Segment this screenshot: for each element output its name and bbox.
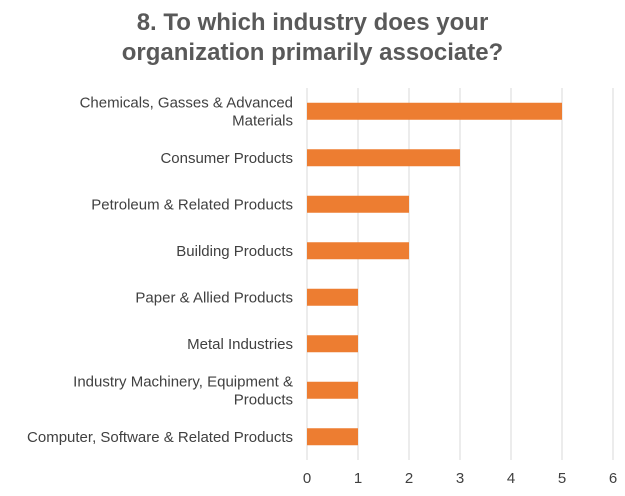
bar xyxy=(307,102,562,120)
category-label: Chemicals, Gasses & Advanced Materials xyxy=(80,94,293,129)
bar xyxy=(307,335,358,353)
category-label: Building Products xyxy=(176,243,293,260)
category-label: Metal Industries xyxy=(187,336,293,353)
x-tick-label: 0 xyxy=(303,470,311,487)
bar xyxy=(307,242,409,260)
bar xyxy=(307,195,409,213)
x-tick-label: 1 xyxy=(354,470,362,487)
x-tick-label: 3 xyxy=(456,470,464,487)
category-label: Paper & Allied Products xyxy=(135,289,293,306)
bar xyxy=(307,381,358,399)
category-label: Petroleum & Related Products xyxy=(91,196,293,213)
chart-title-line-2: organization primarily associate? xyxy=(121,39,504,66)
category-label: Industry Machinery, Equipment & Products xyxy=(73,373,293,408)
x-tick-label: 5 xyxy=(558,470,566,487)
category-label: Consumer Products xyxy=(160,150,293,167)
chart-title-line-1: 8. To which industry does your xyxy=(136,9,489,36)
bar xyxy=(307,428,358,446)
x-tick-label: 6 xyxy=(609,470,617,487)
bar xyxy=(307,288,358,306)
x-tick-label: 4 xyxy=(507,470,515,487)
chart-title: 8. To which industry does your organizat… xyxy=(0,8,625,68)
category-label: Computer, Software & Related Products xyxy=(27,429,293,446)
bar xyxy=(307,149,460,167)
x-tick-label: 2 xyxy=(405,470,413,487)
